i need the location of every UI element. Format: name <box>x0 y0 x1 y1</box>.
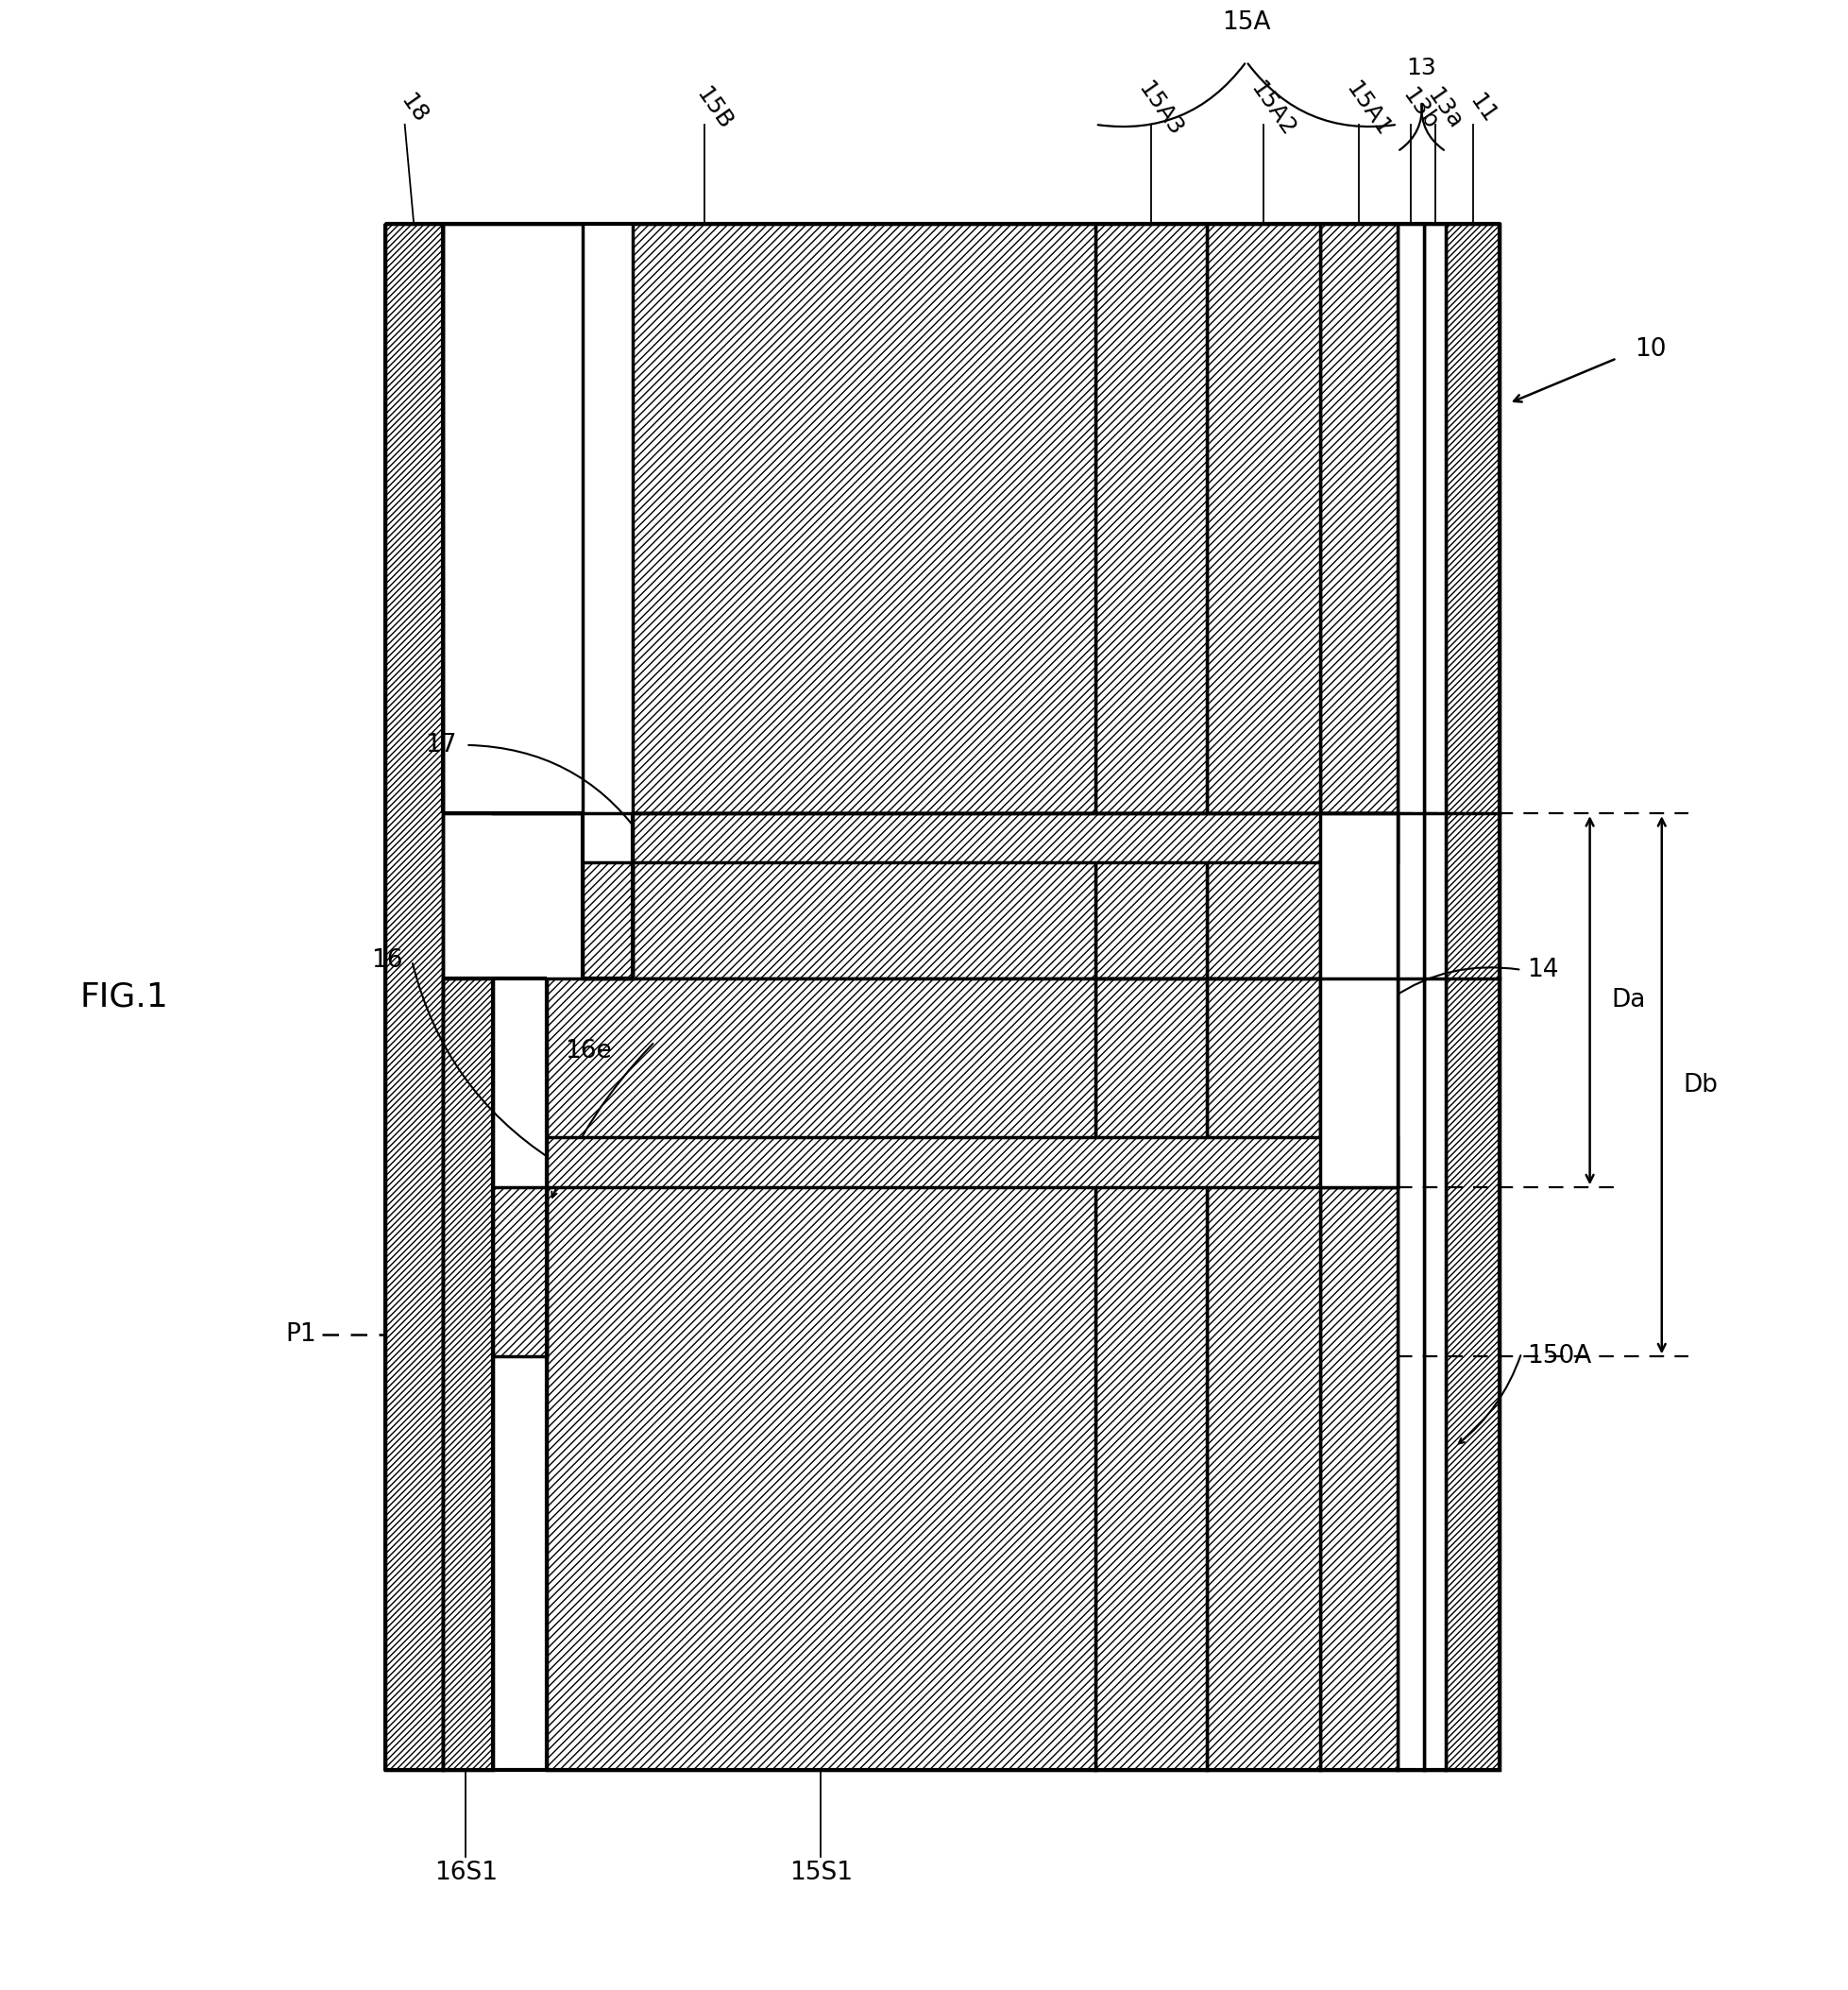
Bar <box>582 862 632 979</box>
Text: 15B: 15B <box>691 84 736 135</box>
Text: Da: Da <box>1611 989 1645 1013</box>
Text: 15A3: 15A3 <box>1133 78 1186 141</box>
Bar <box>1397 223 1423 1771</box>
Text: 16: 16 <box>371 949 403 973</box>
Bar <box>1094 223 1207 814</box>
Bar <box>632 223 1094 814</box>
Text: 150A: 150A <box>1526 1345 1591 1369</box>
Bar <box>442 223 582 814</box>
Text: 13b: 13b <box>1397 84 1441 133</box>
Text: 13a: 13a <box>1421 84 1465 133</box>
Text: 16S1: 16S1 <box>434 1861 497 1885</box>
Text: 18: 18 <box>395 90 432 127</box>
Text: 15A1: 15A1 <box>1340 78 1393 141</box>
Bar <box>1207 814 1319 979</box>
Bar <box>1319 814 1397 1188</box>
Bar <box>547 979 1094 1771</box>
Text: 15A2: 15A2 <box>1246 78 1299 141</box>
Bar <box>1094 814 1207 979</box>
Text: Db: Db <box>1682 1073 1717 1096</box>
Bar <box>1319 814 1397 979</box>
Bar <box>632 814 1397 862</box>
Bar <box>384 223 442 1771</box>
Text: P1: P1 <box>286 1323 316 1347</box>
Text: 15A: 15A <box>1222 10 1270 34</box>
Text: 16e: 16e <box>564 1039 612 1063</box>
Bar <box>1445 223 1499 1771</box>
Bar <box>493 1188 547 1357</box>
Bar <box>547 1136 1397 1188</box>
Bar <box>1207 979 1319 1771</box>
Bar <box>632 814 1094 979</box>
Bar <box>1319 979 1397 1771</box>
Text: 17: 17 <box>425 732 456 758</box>
Bar <box>442 979 493 1771</box>
Text: 14: 14 <box>1526 957 1558 983</box>
Text: 10: 10 <box>1634 336 1665 362</box>
Bar <box>1207 223 1319 814</box>
Bar <box>1319 223 1397 814</box>
Text: 13: 13 <box>1406 58 1436 80</box>
Bar <box>1094 979 1207 1771</box>
Text: FIG.1: FIG.1 <box>79 981 168 1013</box>
Text: 11: 11 <box>1464 90 1499 127</box>
Text: 15S1: 15S1 <box>789 1861 852 1885</box>
Bar <box>1423 223 1445 1771</box>
